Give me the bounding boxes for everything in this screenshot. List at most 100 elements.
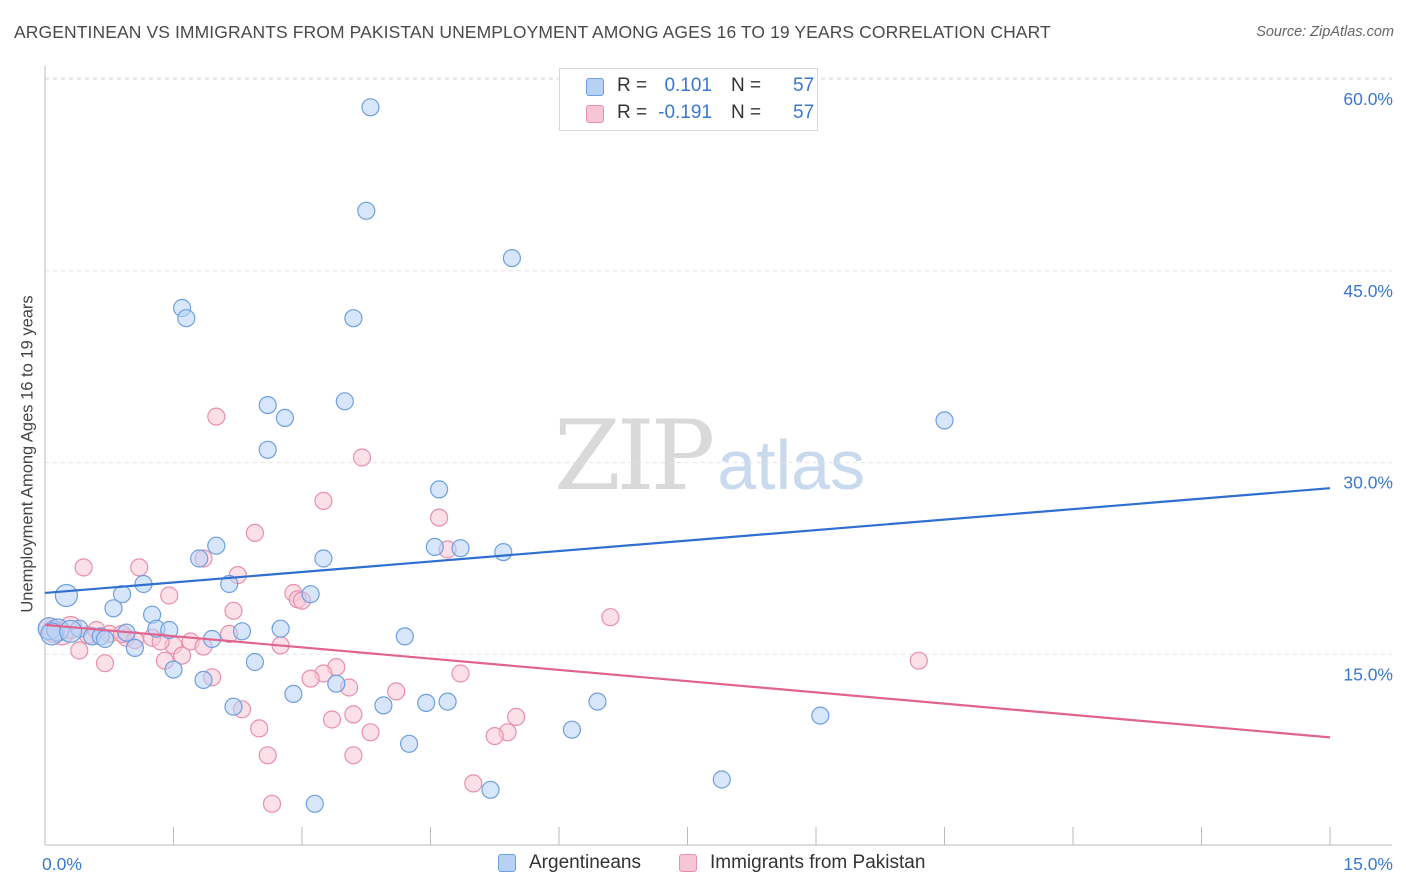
legend-swatch-blue <box>586 78 604 96</box>
argentinean-point <box>374 696 393 715</box>
y-tick-label: 60.0% <box>1343 89 1393 109</box>
bottom-legend-swatch-blue <box>498 854 516 872</box>
legend-r-label: R = <box>617 102 648 123</box>
argentinean-point <box>190 549 209 568</box>
tick-labels-layer: 15.0% 30.0% 45.0% 60.0% 0.0% 15.0% <box>42 89 1393 874</box>
argentinean-point <box>588 692 607 711</box>
pakistan-point <box>352 448 372 467</box>
legend-n-label: N = <box>731 75 762 96</box>
argentinean-point <box>95 629 115 649</box>
argentinean-point <box>481 780 500 799</box>
watermark: ZIPatlas <box>554 400 865 512</box>
pakistan-point <box>430 508 449 527</box>
bottom-legend-label: Argentineans <box>529 852 641 873</box>
argentinean-point <box>425 537 444 557</box>
argentinean-point <box>258 440 277 459</box>
pakistan-point <box>464 774 483 793</box>
argentinean-point <box>59 619 83 643</box>
pakistan-point <box>909 651 928 670</box>
argentinean-point <box>232 622 252 641</box>
pakistan-point <box>130 558 149 577</box>
argentinean-point <box>54 583 79 608</box>
argentinean-point <box>271 619 290 638</box>
pakistan-point <box>301 669 320 688</box>
argentinean-point <box>430 480 449 499</box>
argentinean-point <box>395 627 414 646</box>
bottom-legend-label: Immigrants from Pakistan <box>710 852 926 873</box>
x-tick-label-right: 15.0% <box>1343 854 1393 874</box>
argentinean-point <box>335 392 354 411</box>
y-tick-label: 45.0% <box>1343 281 1393 301</box>
pakistan-trend-line <box>44 623 1331 739</box>
argentinean-trend-line <box>44 487 1331 595</box>
argentinean-point <box>104 599 123 618</box>
argentinean-point <box>502 249 521 268</box>
trend-lines-layer <box>44 487 1331 739</box>
watermark-atlas: atlas <box>717 426 866 504</box>
pakistan-point <box>245 523 264 543</box>
argentinean-point <box>275 408 294 427</box>
pink-points-layer <box>37 407 928 813</box>
argentinean-point <box>935 411 954 430</box>
argentinean-point <box>207 536 226 555</box>
pakistan-point <box>258 746 277 765</box>
pakistan-point <box>262 794 282 813</box>
grid-layer <box>45 77 1392 655</box>
pakistan-point <box>173 646 192 665</box>
argentinean-point <box>305 794 324 813</box>
y-tick-label: 15.0% <box>1343 664 1393 684</box>
pakistan-point <box>74 558 93 577</box>
pakistan-point <box>224 601 243 620</box>
pakistan-point <box>250 719 269 738</box>
y-tick-label: 30.0% <box>1343 473 1393 493</box>
pakistan-point <box>387 682 406 701</box>
argentinean-point <box>361 98 380 117</box>
legend-n-value: 57 <box>793 102 815 123</box>
argentinean-point <box>160 620 179 640</box>
argentinean-point <box>301 585 320 604</box>
pakistan-point <box>507 707 526 727</box>
argentinean-point <box>245 652 264 672</box>
pakistan-point <box>70 641 89 660</box>
pakistan-point <box>314 491 333 510</box>
pakistan-point <box>601 608 620 627</box>
argentinean-point <box>811 706 830 725</box>
argentinean-point <box>712 770 731 789</box>
pakistan-point <box>207 407 226 426</box>
legend-r-label: R = <box>617 75 648 96</box>
argentinean-point <box>451 539 470 558</box>
blue-points-layer <box>37 98 954 813</box>
axis-layer <box>44 66 1392 846</box>
argentinean-point <box>125 638 144 658</box>
legend-r-value: -0.191 <box>658 102 712 123</box>
argentinean-point <box>438 692 457 711</box>
argentinean-point <box>258 396 277 415</box>
pakistan-point <box>344 705 363 724</box>
argentinean-point <box>400 734 419 753</box>
argentinean-point <box>357 201 376 220</box>
correlation-legend: R = 0.101 N = 57 R = -0.191 N = 57 <box>559 68 818 131</box>
watermark-zip: ZIP <box>554 400 715 512</box>
argentinean-point <box>494 542 513 562</box>
legend-r-value: 0.101 <box>664 75 712 96</box>
pakistan-point <box>451 664 470 683</box>
pakistan-point <box>485 726 504 746</box>
argentinean-point <box>562 720 582 739</box>
pakistan-point <box>361 723 380 742</box>
argentinean-point <box>314 549 333 568</box>
pakistan-point <box>95 654 115 673</box>
bottom-legend-swatch-pink <box>679 854 697 872</box>
legend-n-value: 57 <box>793 75 815 96</box>
chart-title: ARGENTINEAN VS IMMIGRANTS FROM PAKISTAN … <box>14 22 1051 42</box>
argentinean-point <box>327 674 346 693</box>
x-tick-label-left: 0.0% <box>42 854 82 874</box>
argentinean-point <box>194 670 213 690</box>
pakistan-point <box>322 710 342 729</box>
pakistan-point <box>160 586 179 605</box>
pakistan-point <box>344 746 363 765</box>
source-label: Source: ZipAtlas.com <box>1256 24 1394 40</box>
argentinean-point <box>177 309 196 328</box>
argentinean-point <box>220 574 239 594</box>
legend-swatch-pink <box>586 105 604 123</box>
